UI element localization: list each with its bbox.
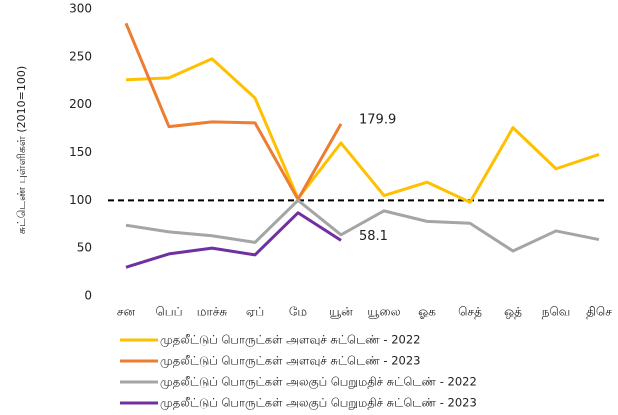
series-line	[125, 198, 600, 253]
y-tick-label: 150	[69, 145, 92, 159]
y-tick-label: 300	[69, 2, 92, 16]
legend-text: முதலீட்டுப் பொருட்கள் அளவுச் சுட்டெண் - …	[160, 333, 420, 348]
y-tick-label: 50	[77, 241, 92, 255]
x-tick-label: பெப்	[155, 305, 182, 319]
legend-text: முதலீட்டுப் பொருட்கள் அலகுப் பெறுமதிச் ச…	[160, 375, 477, 390]
x-tick-label: ஒத்	[504, 305, 522, 319]
y-tick-label: 100	[69, 193, 92, 207]
x-tick-label: நவெ	[542, 305, 571, 319]
x-tick-label: ஓக	[418, 305, 436, 319]
data-label: 58.1	[359, 229, 388, 244]
x-tick-label: யூன்	[329, 305, 353, 319]
series-line	[124, 22, 343, 201]
x-tick-label: செத்	[458, 305, 482, 319]
y-axis-label: சுட்டெண் புள்ளிகள் (2010=100)	[15, 66, 28, 234]
x-tick-label: ஏப்	[246, 305, 264, 319]
x-tick-label: சன	[117, 305, 136, 319]
legend-text: முதலீட்டுப் பொருட்கள் அளவுச் சுட்டெண் - …	[160, 354, 420, 369]
y-tick-label: 250	[69, 49, 92, 63]
series-line	[125, 211, 342, 269]
x-tick-label: மாச்சு	[197, 305, 228, 319]
x-tick-label: யூலை	[367, 305, 400, 319]
x-tick-label: திசெ	[586, 305, 612, 319]
y-tick-label: 200	[69, 97, 92, 111]
x-tick-label: மே	[289, 305, 307, 319]
series-line	[125, 57, 600, 204]
y-tick-label: 0	[84, 289, 92, 303]
legend-text: முதலீட்டுப் பொருட்கள் அலகுப் பெறுமதிச் ச…	[160, 396, 477, 411]
data-label: 179.9	[359, 112, 396, 127]
